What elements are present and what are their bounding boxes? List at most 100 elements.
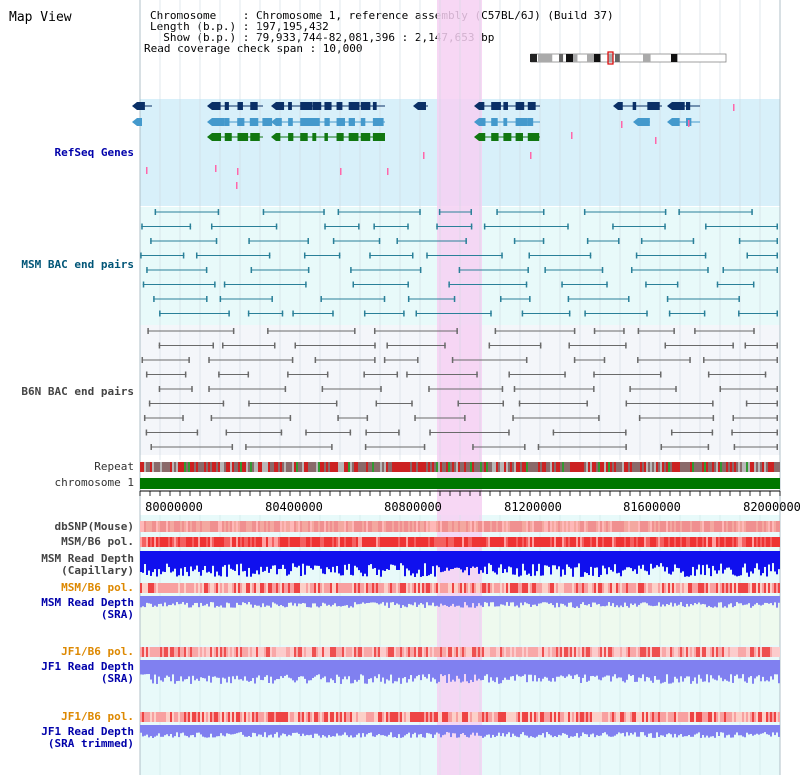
msm-depth-sra-bar <box>682 596 684 607</box>
msm-depth-capillary-bar <box>698 551 700 565</box>
msm-depth-sra-bar <box>406 596 408 608</box>
jf1-depth-trimmed-bar <box>572 725 574 737</box>
msm-pol-cell <box>516 537 518 547</box>
msm-pol2-cell <box>282 583 284 593</box>
track-label-b6n-bac[interactable]: B6N BAC end pairs <box>21 385 134 398</box>
jf1-depth-bar <box>600 660 602 681</box>
jf1-depth-trimmed-bar <box>474 725 476 736</box>
jf1-pol-cell <box>752 647 754 657</box>
jf1-depth-trimmed-bar <box>514 725 516 736</box>
msm-depth-sra-bar <box>150 596 152 604</box>
msm-pol2-cell <box>584 583 586 593</box>
msm-pol2-cell <box>168 583 170 593</box>
jf1-depth-trimmed-bar <box>516 725 518 737</box>
repeat-block <box>340 462 342 472</box>
dbsnp-cell <box>678 521 680 532</box>
jf1-pol2-cell <box>216 712 218 722</box>
msm-depth-sra-bar <box>368 596 370 603</box>
msm-pol2-cell <box>268 583 270 593</box>
jf1-depth-bar <box>654 660 656 677</box>
repeat-block <box>180 462 182 472</box>
msm-pol-cell <box>714 537 716 547</box>
jf1-pol2-cell <box>224 712 226 722</box>
jf1-depth-trimmed-bar <box>590 725 592 735</box>
jf1-depth-trimmed-bar <box>462 725 464 734</box>
dbsnp-cell <box>716 521 718 532</box>
msm-pol-cell <box>738 537 740 547</box>
msm-depth-sra-bar <box>374 596 376 603</box>
msm-pol-cell <box>608 537 610 547</box>
jf1-pol-cell <box>312 647 314 657</box>
msm-pol2-cell <box>568 583 570 593</box>
repeat-block <box>188 462 190 472</box>
msm-depth-capillary-bar <box>202 551 204 571</box>
jf1-pol2-cell <box>416 712 418 722</box>
track-label-msm-bac[interactable]: MSM BAC end pairs <box>21 258 134 271</box>
msm-pol-cell <box>324 537 326 547</box>
jf1-pol-cell <box>600 647 602 657</box>
dbsnp-cell <box>270 521 272 532</box>
jf1-pol2-cell <box>234 712 236 722</box>
dbsnp-cell <box>346 521 348 532</box>
chromosome-ideogram[interactable] <box>530 51 727 65</box>
repeat-block <box>332 462 334 472</box>
jf1-depth-bar <box>764 660 766 682</box>
dbsnp-cell <box>470 521 472 532</box>
jf1-pol-cell <box>282 647 284 657</box>
jf1-depth-trimmed-bar <box>734 725 736 735</box>
jf1-pol-cell <box>358 647 360 657</box>
jf1-depth-bar <box>644 660 646 682</box>
repeat-block <box>230 462 232 472</box>
refseq-tick <box>146 167 148 174</box>
dbsnp-cell <box>410 521 412 532</box>
dbsnp-cell <box>672 521 674 532</box>
msm-depth-capillary-bar <box>496 551 498 575</box>
msm-pol-cell <box>492 537 494 547</box>
dbsnp-cell <box>546 521 548 532</box>
msm-depth-sra-bar <box>512 596 514 603</box>
jf1-pol2-cell <box>720 712 722 722</box>
msm-depth-sra-bar <box>504 596 506 606</box>
jf1-depth-trimmed-bar <box>688 725 690 736</box>
jf1-depth-trimmed-bar <box>548 725 550 735</box>
msm-pol2-cell <box>700 583 702 593</box>
msm-pol-cell <box>376 537 378 547</box>
repeat-block <box>424 462 426 472</box>
jf1-pol-cell <box>210 647 212 657</box>
jf1-pol2-cell <box>436 712 438 722</box>
msm-pol2-cell <box>666 583 668 593</box>
jf1-depth-bar <box>180 660 182 677</box>
dbsnp-cell <box>540 521 542 532</box>
repeat-block <box>534 462 536 472</box>
msm-depth-sra-bar <box>226 596 228 603</box>
msm-pol-cell <box>168 537 170 547</box>
msm-pol-cell <box>342 537 344 547</box>
jf1-pol-cell <box>534 647 536 657</box>
msm-depth-capillary-bar <box>200 551 202 576</box>
jf1-pol-cell <box>160 647 162 657</box>
msm-depth-capillary-bar <box>454 551 456 568</box>
jf1-pol-cell <box>332 647 334 657</box>
repeat-block <box>450 462 452 472</box>
dbsnp-cell <box>330 521 332 532</box>
jf1-depth-trimmed-bar <box>626 725 628 733</box>
msm-depth-capillary-bar <box>720 551 722 564</box>
jf1-pol-cell <box>760 647 762 657</box>
jf1-depth-trimmed-bar <box>530 725 532 737</box>
jf1-pol2-cell <box>606 712 608 722</box>
jf1-depth-trimmed-bar <box>608 725 610 737</box>
msm-depth-sra-bar <box>318 596 320 608</box>
dbsnp-cell <box>296 521 298 532</box>
jf1-pol-cell <box>768 647 770 657</box>
dbsnp-cell <box>174 521 176 532</box>
jf1-pol-cell <box>776 647 778 657</box>
jf1-depth-bar <box>294 660 296 683</box>
msm-pol-cell <box>312 537 314 547</box>
msm-depth-sra-bar <box>656 596 658 606</box>
msm-pol-cell <box>500 537 502 547</box>
msm-pol-cell <box>720 537 722 547</box>
msm-depth-sra-bar <box>302 596 304 603</box>
msm-depth-capillary-bar <box>306 551 308 566</box>
track-label-refseq[interactable]: RefSeq Genes <box>54 146 134 159</box>
